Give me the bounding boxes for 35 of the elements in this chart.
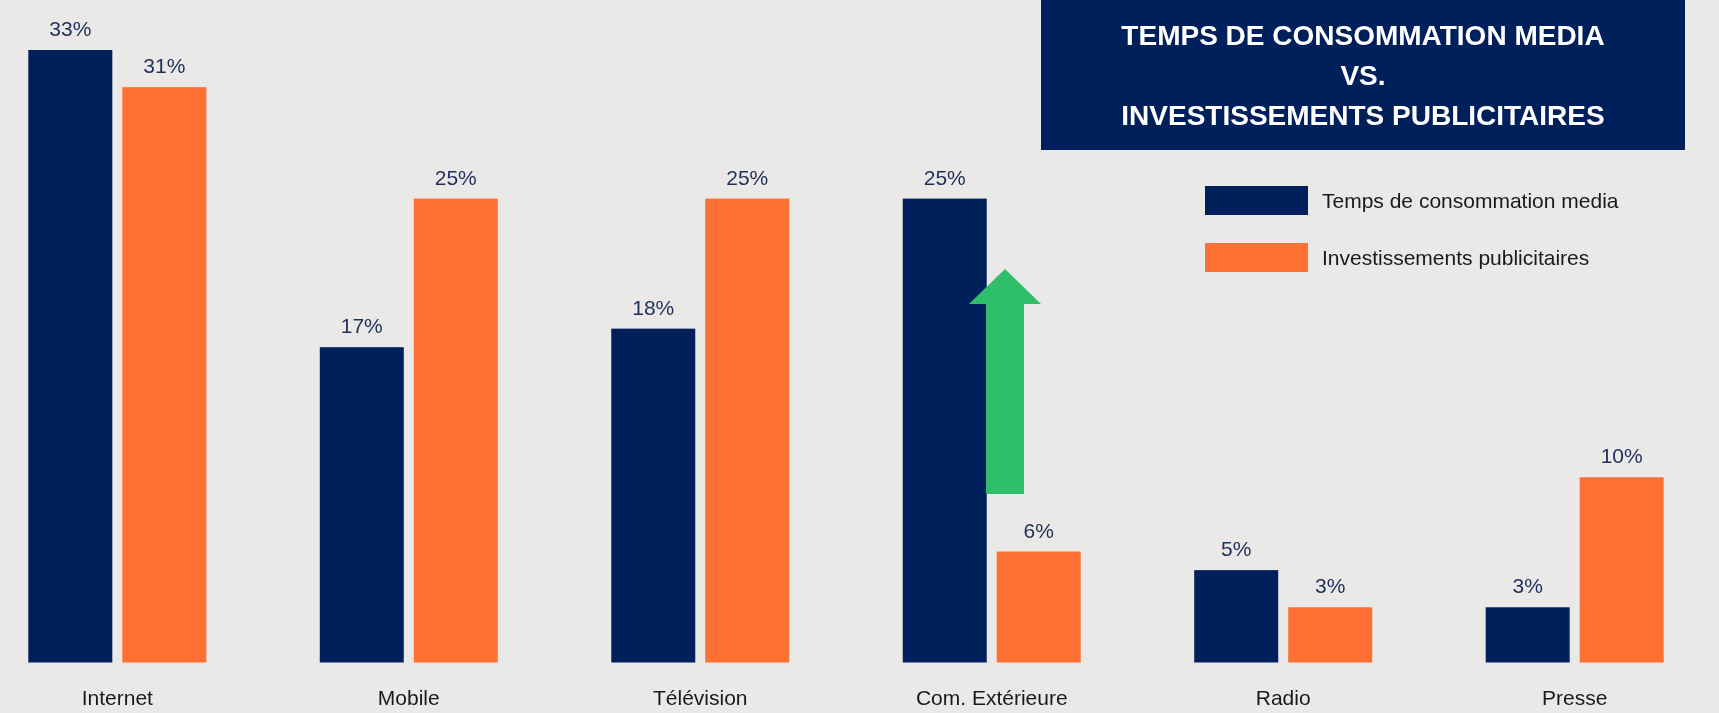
bar	[413, 198, 498, 663]
bar	[1194, 570, 1279, 663]
x-tick-label: Internet	[81, 686, 154, 709]
data-label: 17%	[340, 314, 383, 338]
data-label: 33%	[49, 17, 92, 40]
data-label: 3%	[1315, 574, 1346, 598]
bar	[705, 198, 790, 663]
legend-label: Investissements publicitaires	[1322, 246, 1590, 269]
x-tick-label: Radio	[1255, 686, 1311, 709]
x-tick-label: Presse	[1542, 686, 1608, 709]
bar	[902, 198, 987, 663]
x-tick-label: Com. Extérieure	[915, 686, 1068, 709]
bar	[28, 50, 113, 663]
bar	[122, 87, 207, 663]
x-tick-label: Mobile	[377, 686, 440, 709]
data-label: 25%	[923, 165, 966, 189]
bar	[996, 551, 1081, 663]
data-label: 31%	[143, 54, 186, 78]
bar	[611, 328, 696, 663]
legend-item: Investissements publicitaires	[1205, 243, 1590, 272]
bar	[319, 347, 404, 663]
data-label: 18%	[632, 295, 675, 319]
chart-title: TEMPS DE CONSOMMATION MEDIA VS. INVESTISSEMENTS PUBLICITAIRES	[1121, 20, 1605, 131]
x-tick-label: Télévision	[652, 686, 748, 709]
data-label: 25%	[434, 165, 477, 189]
bar	[1579, 477, 1664, 663]
bar	[1485, 607, 1570, 663]
data-label: 6%	[1023, 518, 1054, 542]
data-label: 10%	[1600, 444, 1643, 468]
legend-label: Temps de consommation media	[1322, 189, 1619, 212]
data-label: 25%	[726, 165, 769, 189]
data-label: 5%	[1221, 537, 1252, 561]
data-label: 3%	[1512, 574, 1543, 598]
legend-item: Temps de consommation media	[1205, 186, 1619, 215]
bar	[1288, 607, 1373, 663]
